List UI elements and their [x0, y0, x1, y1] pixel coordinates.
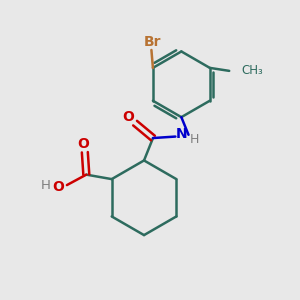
Text: CH₃: CH₃	[242, 64, 263, 77]
Text: H: H	[40, 179, 50, 192]
Text: O: O	[123, 110, 134, 124]
Text: O: O	[52, 180, 64, 194]
Text: N: N	[176, 127, 188, 141]
Text: Br: Br	[143, 34, 161, 49]
Text: H: H	[190, 133, 200, 146]
Text: O: O	[77, 137, 89, 151]
